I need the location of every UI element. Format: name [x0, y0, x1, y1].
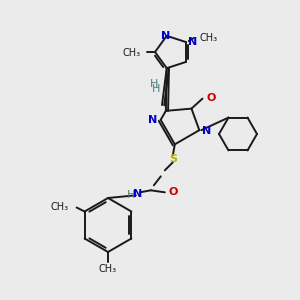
Text: N: N: [188, 37, 197, 47]
Text: CH₃: CH₃: [99, 264, 117, 274]
Text: N: N: [202, 126, 212, 136]
Text: N: N: [148, 115, 158, 125]
Text: S: S: [169, 154, 177, 164]
Text: CH₃: CH₃: [123, 48, 141, 58]
Text: O: O: [206, 93, 216, 103]
Text: CH₃: CH₃: [200, 33, 218, 43]
Text: CH₃: CH₃: [50, 202, 69, 212]
Text: N: N: [161, 31, 170, 41]
Text: H: H: [126, 190, 135, 200]
Text: H: H: [152, 83, 160, 94]
Text: O: O: [169, 187, 178, 197]
Text: N: N: [133, 189, 142, 199]
Text: H: H: [150, 79, 159, 88]
